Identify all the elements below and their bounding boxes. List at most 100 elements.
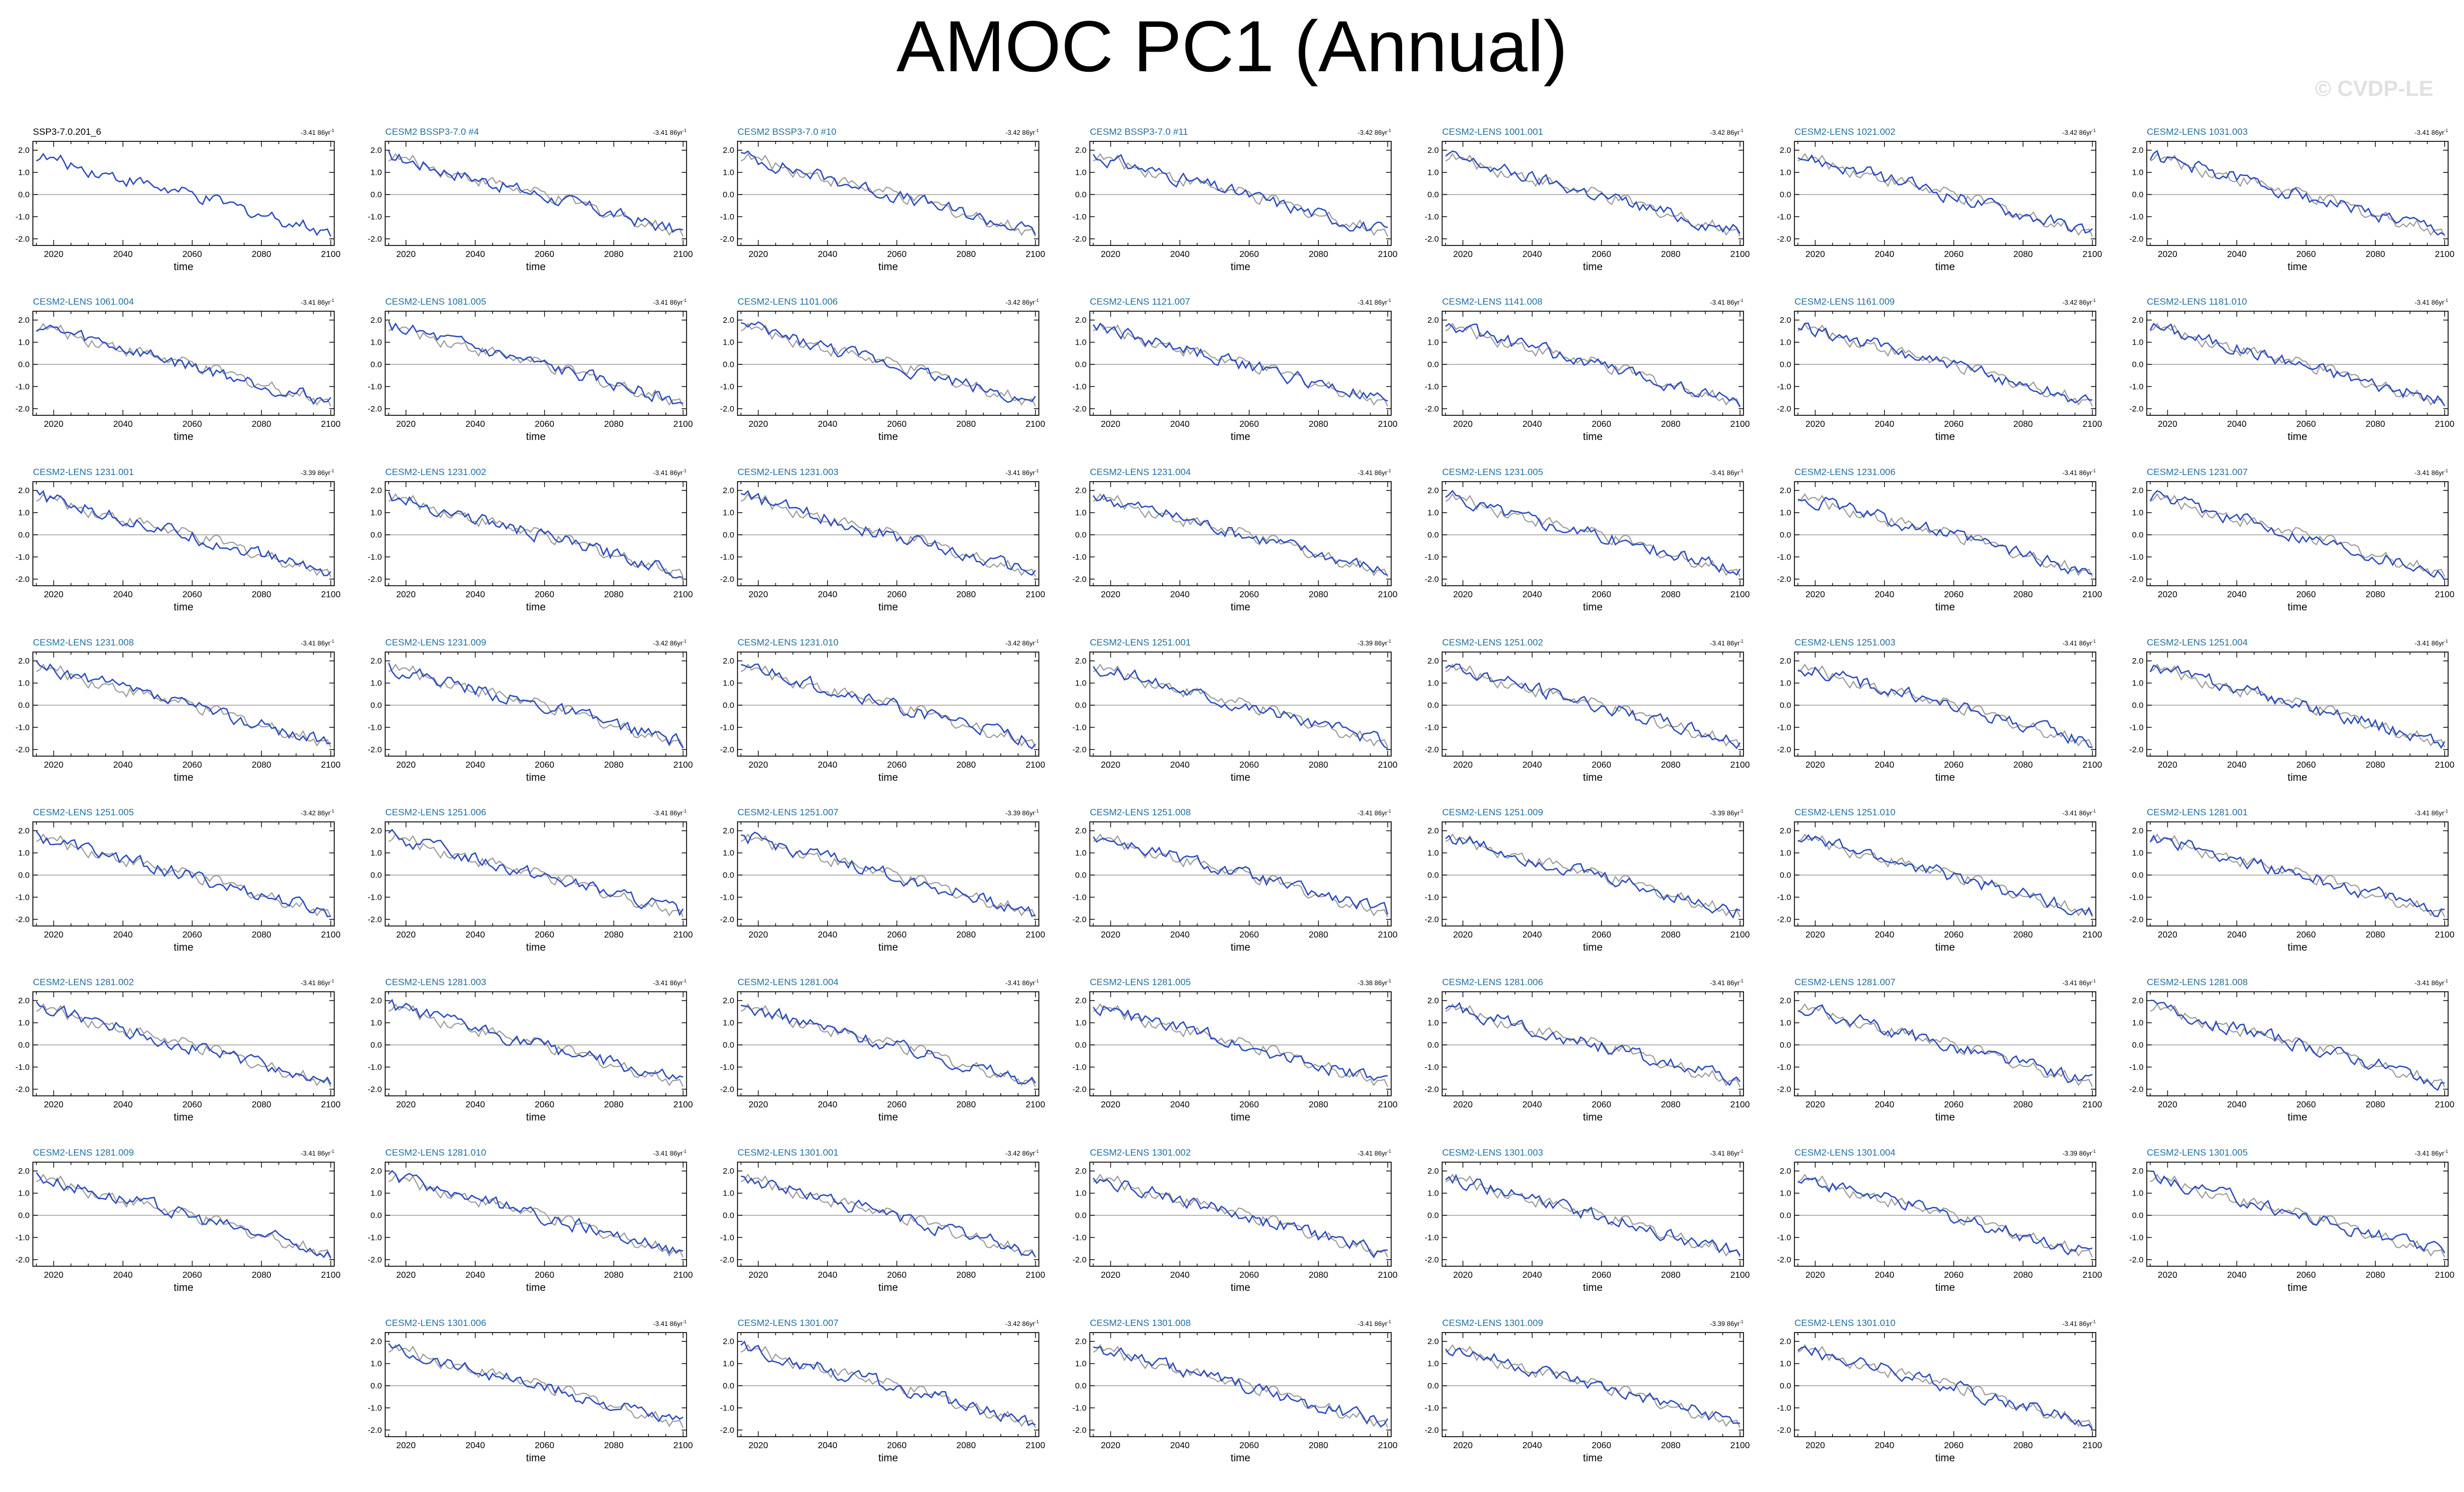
x-tick-label: 2080	[956, 1271, 976, 1280]
x-axis-label: time	[174, 1282, 193, 1294]
trend-units-exponent: -1	[1387, 809, 1392, 814]
y-tick-label: 0.0	[370, 530, 382, 540]
y-tick-label: 1.0	[370, 1359, 382, 1369]
y-tick-label: -1.0	[368, 212, 382, 221]
y-tick-label: 0.0	[2132, 360, 2143, 369]
y-tick-label: 2.0	[18, 826, 30, 836]
panel-label: CESM2-LENS 1121.007	[1090, 296, 1190, 307]
x-tick-label: 2020	[2158, 420, 2177, 429]
y-tick-label: -1.0	[1777, 1062, 1791, 1072]
x-tick-label: 2080	[251, 1271, 271, 1280]
y-tick-label: 0.0	[18, 871, 30, 880]
panel-31: CESM2-LENS 1251.007 -3.39 86yr-1 2.0 1.0 0.0…	[720, 807, 1045, 953]
y-tick-label: 1.0	[1075, 338, 1087, 347]
plot-frame	[385, 821, 687, 927]
reference-series-line	[740, 152, 1036, 237]
trend-units-exponent: -1	[330, 809, 335, 814]
panel-label: CESM2-LENS 1301.010	[1794, 1318, 1895, 1328]
y-tick-label: 2.0	[1427, 486, 1439, 495]
panel-label: CESM2-LENS 1301.008	[1090, 1318, 1191, 1328]
trend-units-exponent: -1	[1387, 298, 1392, 303]
model-series-line	[36, 489, 331, 576]
y-tick-label: -2.0	[15, 235, 30, 244]
panel-label: CESM2-LENS 1251.007	[738, 807, 838, 818]
y-tick-label: 1.0	[1780, 1019, 1791, 1028]
panel-label: CESM2-LENS 1301.002	[1090, 1147, 1191, 1158]
x-tick-label: 2080	[604, 1441, 624, 1450]
panel-label: CESM2-LENS 1281.002	[33, 977, 134, 987]
watermark: © CVDP-LE	[2315, 77, 2434, 101]
x-tick-label: 2040	[1875, 1441, 1895, 1450]
trend-label: -3.41 86yr-1	[1358, 1149, 1392, 1157]
panel-29: CESM2-LENS 1251.005 -3.42 86yr-1 2.0 1.0 0.0…	[15, 807, 340, 953]
y-tick-label: 0.0	[1427, 701, 1439, 710]
plot-frame	[1794, 141, 2096, 246]
trend-units-exponent: -1	[2444, 298, 2449, 303]
trend-label: -3.39 86yr-1	[1710, 1319, 1744, 1328]
y-tick-label: -2.0	[2129, 1255, 2143, 1265]
x-tick-label: 2100	[2083, 250, 2102, 259]
model-series-line	[1445, 1002, 1741, 1087]
plot-frame	[2146, 141, 2449, 246]
x-tick-label: 2020	[2158, 250, 2177, 259]
y-tick-label: 2.0	[1075, 146, 1087, 155]
reference-series-line	[1797, 1344, 2093, 1428]
x-tick-label: 2080	[2013, 761, 2033, 770]
plot-frame	[1794, 481, 2096, 586]
x-tick-label: 2020	[2158, 1271, 2177, 1280]
reference-series-line	[36, 833, 331, 918]
x-tick-label: 2100	[673, 1441, 693, 1450]
panel-30: CESM2-LENS 1251.006 -3.41 86yr-1 2.0 1.0 0.0…	[368, 807, 693, 953]
y-tick-label: -2.0	[2129, 575, 2143, 584]
x-tick-label: 2080	[1661, 590, 1680, 599]
y-tick-label: 2.0	[370, 996, 382, 1005]
x-tick-label: 2040	[1875, 761, 1895, 770]
x-tick-label: 2100	[1026, 1100, 1045, 1110]
trend-label: -3.41 86yr-1	[301, 128, 335, 136]
y-tick-label: -2.0	[1425, 1085, 1439, 1094]
y-tick-label: 2.0	[723, 656, 734, 666]
x-tick-label: 2060	[1592, 1100, 1611, 1110]
y-tick-label: -2.0	[368, 404, 382, 414]
x-tick-label: 2060	[1239, 590, 1259, 599]
x-axis-label: time	[1231, 1112, 1250, 1123]
reference-series-line	[1445, 322, 1741, 407]
panel-3: CESM2 BSSP3-7.0 #10 -3.42 86yr-1 2.0 1.0 0.0…	[720, 127, 1045, 273]
y-tick-label: 0.0	[1427, 360, 1439, 369]
y-tick-label: 0.0	[18, 1041, 30, 1050]
model-series-line	[1445, 150, 1741, 234]
y-tick-label: 0.0	[1427, 871, 1439, 880]
x-axis-label: time	[1583, 772, 1603, 784]
x-axis-label: time	[526, 431, 546, 443]
model-series-line	[1093, 1005, 1388, 1082]
panel-label: CESM2-LENS 1281.004	[738, 977, 838, 987]
x-tick-label: 2060	[1592, 1271, 1611, 1280]
y-tick-label: 1.0	[18, 1019, 30, 1028]
x-tick-label: 2080	[956, 1441, 976, 1450]
y-tick-label: -2.0	[1072, 1085, 1087, 1094]
y-tick-label: 0.0	[370, 871, 382, 880]
x-tick-label: 2060	[887, 420, 907, 429]
model-series-line	[388, 491, 683, 579]
panel-label: CESM2-LENS 1101.006	[738, 296, 838, 307]
y-tick-label: 1.0	[2132, 1189, 2143, 1198]
x-axis-label: time	[878, 602, 898, 613]
y-tick-label: 2.0	[2132, 146, 2143, 155]
reference-series-line	[36, 1003, 331, 1088]
y-tick-label: -2.0	[720, 404, 734, 414]
x-tick-label: 2100	[1378, 1441, 1398, 1450]
x-tick-label: 2080	[2013, 1441, 2033, 1450]
x-tick-label: 2100	[321, 930, 341, 940]
x-axis-label: time	[1583, 1453, 1603, 1464]
y-tick-label: -2.0	[720, 1426, 734, 1435]
x-tick-label: 2100	[2083, 1271, 2102, 1280]
trend-label: -3.42 86yr-1	[653, 639, 687, 647]
x-tick-label: 2100	[1730, 1441, 1750, 1450]
x-tick-label: 2060	[182, 420, 202, 429]
x-tick-label: 2080	[251, 420, 271, 429]
trend-units-exponent: -1	[2092, 468, 2096, 473]
panel-28: CESM2-LENS 1251.004 -3.41 86yr-1 2.0 1.0 0.0…	[2129, 637, 2454, 784]
x-tick-label: 2020	[1101, 1100, 1120, 1110]
plot-frame	[385, 1332, 687, 1437]
y-tick-label: 0.0	[1780, 1381, 1791, 1391]
